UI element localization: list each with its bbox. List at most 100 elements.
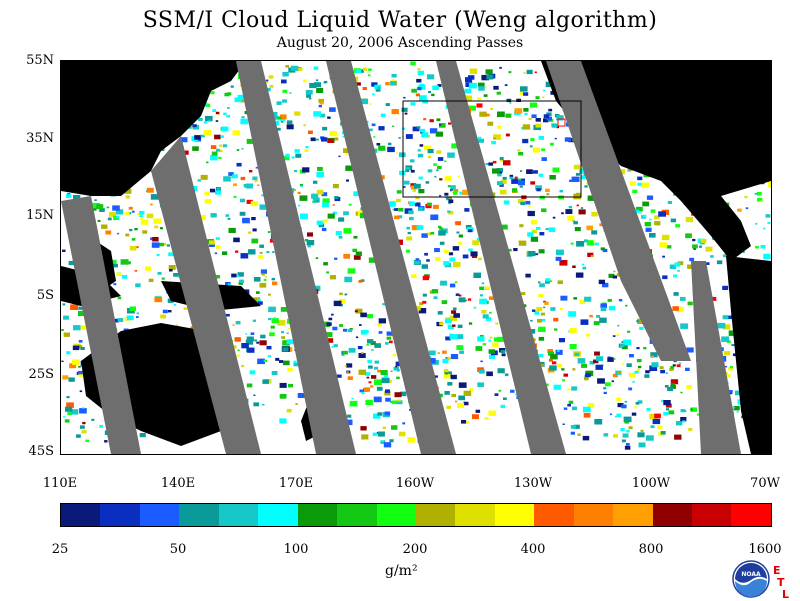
colorbar-label-400: 400 — [520, 542, 546, 557]
cloud-pixel — [286, 339, 294, 345]
cloud-pixel — [687, 264, 694, 269]
cloud-pixel — [254, 339, 257, 342]
cloud-pixel — [493, 137, 496, 140]
cloud-pixel — [569, 179, 573, 182]
cloud-pixel — [395, 366, 398, 368]
cloud-pixel — [628, 426, 633, 430]
cloud-pixel — [613, 358, 616, 360]
cloud-pixel — [627, 330, 631, 333]
site-marker — [557, 118, 566, 127]
cloud-pixel — [290, 65, 299, 71]
cloud-pixel — [273, 317, 276, 319]
cloud-pixel — [670, 382, 675, 386]
cloud-pixel — [167, 298, 174, 303]
cloud-pixel — [219, 149, 223, 153]
cloud-pixel — [458, 297, 466, 303]
cloud-pixel — [600, 247, 605, 251]
cloud-pixel — [85, 439, 89, 443]
cloud-pixel — [381, 377, 390, 384]
cloud-pixel — [332, 204, 335, 206]
cloud-pixel — [434, 248, 440, 253]
cloud-pixel — [472, 240, 480, 246]
cloud-pixel — [755, 245, 759, 249]
cloud-pixel — [136, 316, 139, 318]
cloud-pixel — [300, 213, 308, 220]
cloud-pixel — [663, 412, 669, 416]
cloud-pixel — [723, 351, 731, 356]
cloud-pixel — [431, 93, 435, 97]
cloud-pixel — [258, 255, 264, 259]
cloud-pixel — [660, 369, 665, 374]
cloud-pixel — [236, 162, 242, 167]
cloud-pixel — [338, 155, 341, 158]
cloud-pixel — [732, 406, 735, 409]
cloud-pixel — [129, 228, 133, 232]
cloud-pixel — [444, 192, 449, 196]
cloud-pixel — [663, 400, 671, 406]
cloud-pixel — [331, 313, 334, 316]
colorbar-cell — [337, 504, 377, 526]
cloud-pixel — [530, 220, 537, 225]
cloud-pixel — [295, 153, 302, 158]
cloud-pixel — [307, 232, 313, 237]
cloud-pixel — [106, 206, 110, 209]
cloud-pixel — [110, 259, 117, 264]
cloud-pixel — [204, 199, 211, 204]
cloud-pixel — [649, 370, 652, 372]
cloud-pixel — [468, 105, 476, 111]
cloud-pixel — [562, 423, 565, 425]
cloud-pixel — [126, 315, 134, 321]
cloud-pixel — [412, 189, 416, 192]
cloud-pixel — [289, 92, 292, 94]
cloud-pixel — [448, 252, 454, 256]
cloud-pixel — [509, 174, 514, 178]
cloud-pixel — [541, 312, 545, 316]
cloud-pixel — [550, 354, 558, 360]
cloud-pixel — [240, 118, 249, 125]
cloud-pixel — [525, 200, 531, 205]
cloud-pixel — [523, 92, 529, 96]
cloud-pixel — [559, 260, 568, 266]
cloud-pixel — [450, 374, 457, 380]
cloud-pixel — [491, 141, 496, 145]
cloud-pixel — [411, 274, 417, 278]
cloud-pixel — [348, 203, 352, 206]
cloud-pixel — [332, 211, 337, 215]
cloud-pixel — [554, 328, 558, 331]
cloud-pixel — [436, 118, 441, 122]
cloud-pixel — [537, 319, 543, 323]
cloud-pixel — [241, 148, 244, 150]
cloud-pixel — [558, 338, 565, 343]
cloud-pixel — [269, 332, 275, 337]
colorbar-cell — [258, 504, 298, 526]
cloud-pixel — [210, 213, 217, 218]
cloud-pixel — [116, 272, 122, 277]
cloud-pixel — [493, 337, 500, 342]
cloud-pixel — [500, 349, 505, 353]
cloud-pixel — [456, 231, 460, 234]
cloud-pixel — [608, 306, 616, 311]
chart-title: SSM/I Cloud Liquid Water (Weng algorithm… — [142, 8, 658, 33]
cloud-pixel — [63, 416, 66, 418]
cloud-pixel — [203, 121, 208, 124]
cloud-pixel — [520, 86, 528, 92]
cloud-pixel — [496, 91, 501, 95]
cloud-pixel — [393, 366, 400, 371]
cloud-pixel — [586, 240, 595, 246]
cloud-pixel — [377, 323, 382, 327]
cloud-pixel — [680, 417, 687, 422]
cloud-pixel — [371, 349, 374, 351]
cloud-pixel — [324, 80, 328, 84]
cloud-pixel — [660, 431, 666, 435]
cloud-pixel — [311, 193, 319, 199]
cloud-pixel — [651, 362, 659, 368]
cloud-pixel — [732, 353, 737, 357]
cloud-pixel — [148, 278, 154, 283]
cloud-pixel — [415, 258, 420, 261]
cloud-pixel — [162, 309, 168, 314]
cloud-pixel — [636, 320, 640, 323]
cloud-pixel — [408, 201, 415, 206]
cloud-pixel — [637, 182, 642, 186]
cloud-pixel — [500, 179, 507, 184]
cloud-pixel — [538, 326, 546, 332]
